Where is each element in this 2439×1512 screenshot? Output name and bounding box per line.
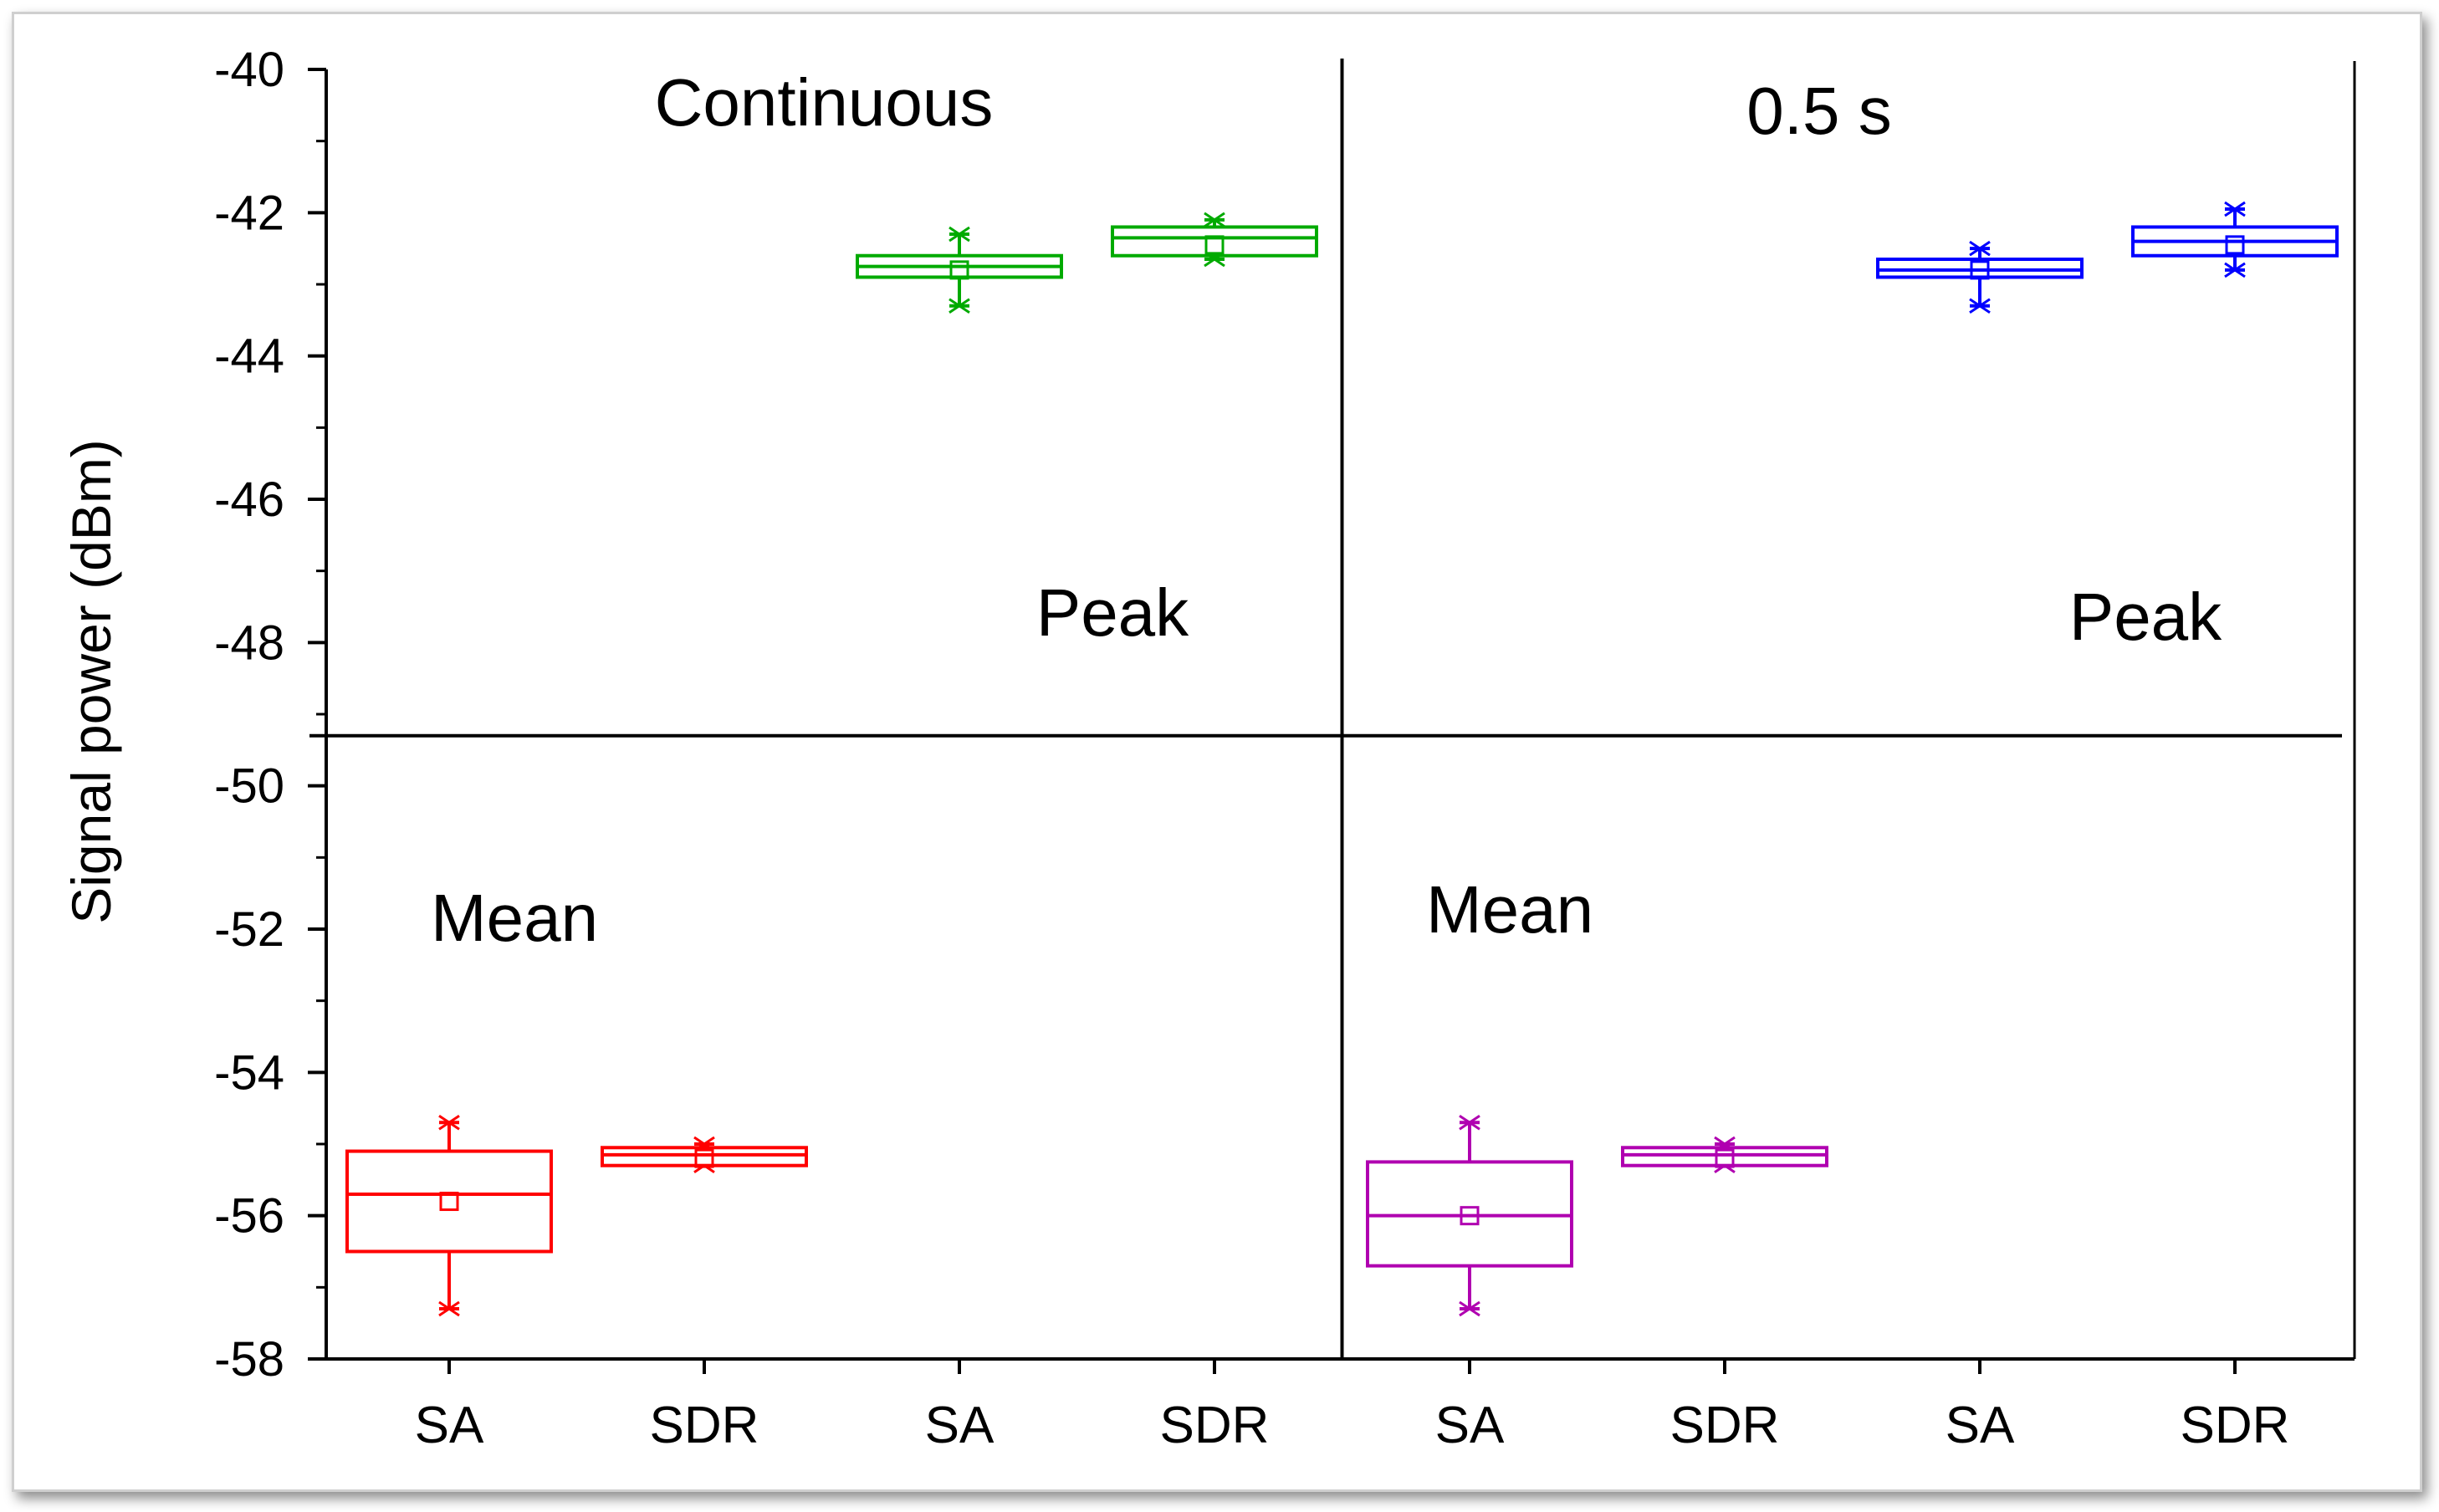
peak-label-left: Peak [1036,575,1189,650]
mean-marker [2225,235,2245,255]
box-iqr [1366,1160,1573,1268]
mean-marker [1460,1206,1480,1226]
box-plot [1366,1115,1573,1317]
panel-label-0-5s: 0.5 s [1746,74,1891,148]
min-marker [1459,1300,1480,1317]
y-axis-label: Signal power (dBm) [60,439,122,924]
min-marker [438,1300,460,1317]
y-tick-label: -50 [214,759,284,814]
box-plot [1621,1136,1828,1173]
min-marker [2224,262,2246,278]
box-plot [2131,201,2339,278]
y-tick-label: -58 [214,1332,284,1387]
mean-marker [694,1148,714,1168]
y-tick-label: -46 [214,472,284,527]
min-marker [1969,298,1991,314]
y-ticks: -40 -42 -44 -46 -48 -50 -52 -54 -56 -58 [214,43,326,1387]
mean-label-right: Mean [1426,872,1593,947]
box-plot [856,226,1063,314]
mean-label-left: Mean [431,881,598,955]
y-tick-label: -44 [214,329,284,384]
x-ticks: SA SDR SA SDR SA SDR SA SDR [415,1359,2290,1454]
x-tick-label: SDR [650,1397,759,1454]
x-tick-label: SDR [2181,1397,2290,1454]
y-tick-label: -52 [214,902,284,957]
y-tick-label: -54 [214,1045,284,1100]
y-tick-label: -42 [214,186,284,240]
mean-marker [1715,1148,1735,1168]
panel-label-continuous: Continuous [655,65,994,140]
max-marker [1969,240,1991,257]
box-plot [345,1115,553,1317]
box-iqr [345,1149,553,1254]
box-plot [1111,212,1318,268]
y-tick-label: -56 [214,1189,284,1244]
x-tick-label: SDR [1670,1397,1780,1454]
boxes [345,201,2339,1317]
mean-marker [949,260,969,280]
mean-marker [439,1192,459,1212]
x-tick-label: SA [1435,1397,1505,1454]
peak-label-right: Peak [2069,580,2222,654]
mean-marker [1204,235,1225,255]
min-marker [949,298,970,314]
max-marker [2224,201,2246,217]
x-tick-label: SA [925,1397,995,1454]
y-tick-label: -48 [214,616,284,670]
box-iqr [1111,225,1318,258]
x-tick-label: SA [1946,1397,2015,1454]
labels: Signal power (dBm) Continuous 0.5 s Peak… [60,65,2222,955]
mean-marker [1970,260,1990,280]
max-marker [949,226,970,243]
max-marker [1204,212,1225,228]
x-tick-label: SDR [1160,1397,1270,1454]
box-plot [1876,240,2084,314]
max-marker [438,1115,460,1131]
box-plot [601,1136,808,1173]
x-tick-label: SA [415,1397,484,1454]
max-marker [1459,1115,1480,1131]
y-tick-label: -40 [214,43,284,97]
